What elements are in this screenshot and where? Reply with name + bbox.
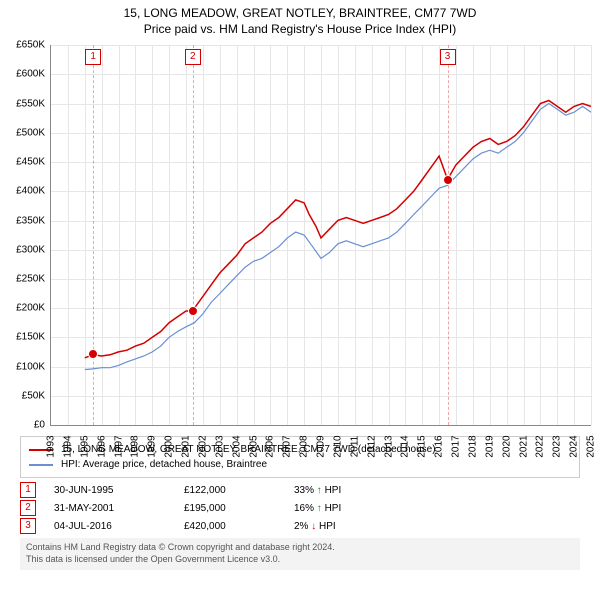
sales-marker-3: 3 — [20, 518, 36, 534]
x-axis-label: 2007 — [282, 436, 293, 458]
chart-marker-2: 2 — [185, 49, 201, 65]
x-axis-label: 2011 — [349, 436, 360, 458]
x-axis-label: 1995 — [79, 436, 90, 458]
x-axis-label: 2008 — [299, 436, 310, 458]
sales-row-3: 3 04-JUL-2016 £420,000 2% ↓ HPI — [20, 518, 580, 534]
sale-point-icon — [188, 306, 198, 316]
x-axis-label: 2018 — [467, 436, 478, 458]
y-axis-label: £150K — [16, 332, 45, 343]
x-axis-label: 2021 — [518, 436, 529, 458]
y-axis-label: £300K — [16, 244, 45, 255]
x-axis-label: 2022 — [535, 436, 546, 458]
x-axis-label: 1998 — [130, 436, 141, 458]
sales-diff-1: 33% ↑ HPI — [294, 485, 384, 496]
x-axis-label: 2010 — [332, 436, 343, 458]
sales-price-1: £122,000 — [184, 485, 294, 496]
sales-marker-2: 2 — [20, 500, 36, 516]
x-axis-label: 2024 — [569, 436, 580, 458]
chart-marker-1: 1 — [85, 49, 101, 65]
x-axis-label: 1993 — [46, 436, 57, 458]
x-axis-label: 1994 — [62, 436, 73, 458]
sales-diff-2: 16% ↑ HPI — [294, 503, 384, 514]
x-axis-label: 2013 — [383, 436, 394, 458]
y-axis-label: £450K — [16, 157, 45, 168]
x-axis-label: 2003 — [214, 436, 225, 458]
arrow-up-icon: ↑ — [317, 485, 322, 496]
series-hpi — [85, 104, 591, 370]
sales-date-2: 31-MAY-2001 — [54, 503, 184, 514]
sales-marker-1: 1 — [20, 482, 36, 498]
sale-point-icon — [88, 349, 98, 359]
sales-price-3: £420,000 — [184, 521, 294, 532]
x-axis-label: 1997 — [113, 436, 124, 458]
y-axis-label: £100K — [16, 361, 45, 372]
x-axis-label: 2012 — [366, 436, 377, 458]
sales-table: 1 30-JUN-1995 £122,000 33% ↑ HPI 2 31-MA… — [20, 482, 580, 534]
x-axis-label: 2002 — [197, 436, 208, 458]
x-axis-label: 1996 — [96, 436, 107, 458]
y-axis-label: £200K — [16, 303, 45, 314]
x-axis-label: 2023 — [552, 436, 563, 458]
x-axis-label: 2014 — [400, 436, 411, 458]
legend-row-hpi: HPI: Average price, detached house, Brai… — [29, 457, 571, 472]
chart-lines — [51, 45, 591, 425]
sales-diff-3: 2% ↓ HPI — [294, 521, 384, 532]
attribution-footer: Contains HM Land Registry data © Crown c… — [20, 538, 580, 569]
y-axis-label: £650K — [16, 40, 45, 51]
sales-row-1: 1 30-JUN-1995 £122,000 33% ↑ HPI — [20, 482, 580, 498]
x-axis-label: 2020 — [501, 436, 512, 458]
sales-row-2: 2 31-MAY-2001 £195,000 16% ↑ HPI — [20, 500, 580, 516]
y-axis-label: £400K — [16, 186, 45, 197]
x-axis-label: 2019 — [484, 436, 495, 458]
title-subtitle: Price paid vs. HM Land Registry's House … — [0, 22, 600, 38]
series-property — [85, 101, 591, 358]
y-axis-label: £0 — [34, 420, 45, 431]
x-axis-label: 2004 — [231, 436, 242, 458]
x-axis-label: 2009 — [316, 436, 327, 458]
x-axis-label: 2025 — [586, 436, 597, 458]
arrow-down-icon: ↓ — [311, 521, 316, 532]
y-axis-label: £250K — [16, 274, 45, 285]
x-axis-label: 2017 — [451, 436, 462, 458]
sales-date-3: 04-JUL-2016 — [54, 521, 184, 532]
footer-line-1: Contains HM Land Registry data © Crown c… — [26, 542, 574, 554]
x-axis-label: 2015 — [417, 436, 428, 458]
y-axis-label: £50K — [22, 390, 45, 401]
title-address: 15, LONG MEADOW, GREAT NOTLEY, BRAINTREE… — [0, 6, 600, 22]
x-axis-label: 1999 — [147, 436, 158, 458]
x-axis-label: 2016 — [434, 436, 445, 458]
x-axis-label: 2005 — [248, 436, 259, 458]
sale-point-icon — [443, 175, 453, 185]
y-axis-label: £350K — [16, 215, 45, 226]
x-axis-label: 2001 — [181, 436, 192, 458]
y-axis-label: £600K — [16, 69, 45, 80]
arrow-up-icon: ↑ — [317, 503, 322, 514]
chart-marker-3: 3 — [440, 49, 456, 65]
x-axis-label: 2000 — [164, 436, 175, 458]
x-axis-label: 2006 — [265, 436, 276, 458]
legend-swatch-hpi — [29, 464, 53, 466]
chart-title-block: 15, LONG MEADOW, GREAT NOTLEY, BRAINTREE… — [0, 0, 600, 37]
price-chart: £0£50K£100K£150K£200K£250K£300K£350K£400… — [50, 45, 591, 426]
legend-label-hpi: HPI: Average price, detached house, Brai… — [61, 457, 267, 472]
y-axis-label: £500K — [16, 127, 45, 138]
sales-price-2: £195,000 — [184, 503, 294, 514]
y-axis-label: £550K — [16, 98, 45, 109]
sales-date-1: 30-JUN-1995 — [54, 485, 184, 496]
footer-line-2: This data is licensed under the Open Gov… — [26, 554, 574, 566]
